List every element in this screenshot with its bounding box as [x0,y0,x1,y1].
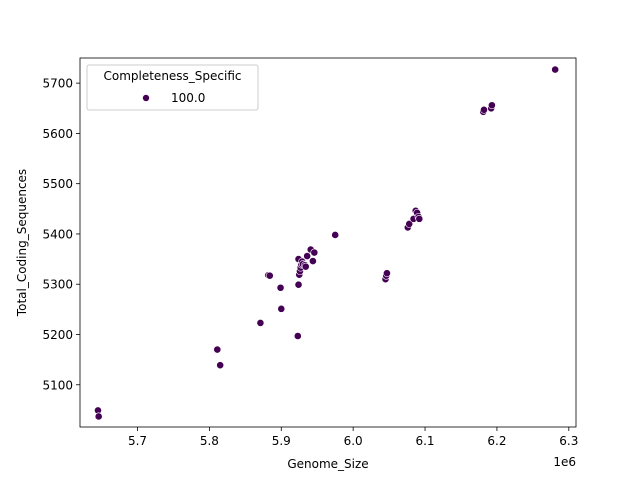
x-tick-label: 5.8 [200,434,219,448]
data-point [276,283,285,292]
plot-frame [79,57,577,428]
legend-title: Completeness_Specific [103,69,241,83]
x-tick-label: 5.7 [128,434,147,448]
data-point [383,269,391,278]
legend-entry-label: 100.0 [171,91,205,105]
data-point [94,412,103,421]
x-tick-label: 5.9 [272,434,291,448]
data-points [94,65,560,421]
y-tick-label: 5300 [42,278,73,292]
x-tick-label: 6.1 [415,434,434,448]
data-point [331,231,340,239]
y-axis-ticks: 5100 5200 5300 5400 5500 5600 5700 [42,77,80,392]
data-point [309,257,317,266]
data-point [277,304,286,313]
x-tick-label: 6.2 [487,434,506,448]
y-axis-label: Total_Coding_Sequences [15,169,29,317]
legend: Completeness_Specific 100.0 [86,64,259,111]
data-point [551,65,560,74]
data-point [294,280,303,289]
x-axis-offset-text: 1e6 [553,455,576,469]
y-tick-label: 5100 [42,378,73,392]
data-point [301,262,310,271]
data-point [293,332,302,340]
legend-box [86,64,259,111]
y-tick-label: 5500 [42,177,73,191]
data-point [256,319,265,327]
data-point [487,101,496,110]
data-point [415,214,424,223]
y-tick-label: 5600 [42,127,73,141]
y-tick-label: 5700 [42,77,73,91]
legend-marker [142,94,150,102]
data-point [213,345,222,354]
data-point [405,219,414,228]
x-axis-label: Genome_Size [287,457,368,471]
y-tick-label: 5200 [42,328,73,342]
data-point [480,105,488,114]
x-tick-label: 6.0 [344,434,363,448]
x-axis-ticks: 5.7 5.8 5.9 6.0 6.1 6.2 6.3 [128,427,578,448]
y-tick-label: 5400 [42,227,73,241]
x-tick-label: 6.3 [559,434,578,448]
plot-area [80,58,576,427]
data-point [216,361,225,370]
data-point [265,271,274,280]
data-point [310,248,319,257]
data-point [303,252,312,260]
